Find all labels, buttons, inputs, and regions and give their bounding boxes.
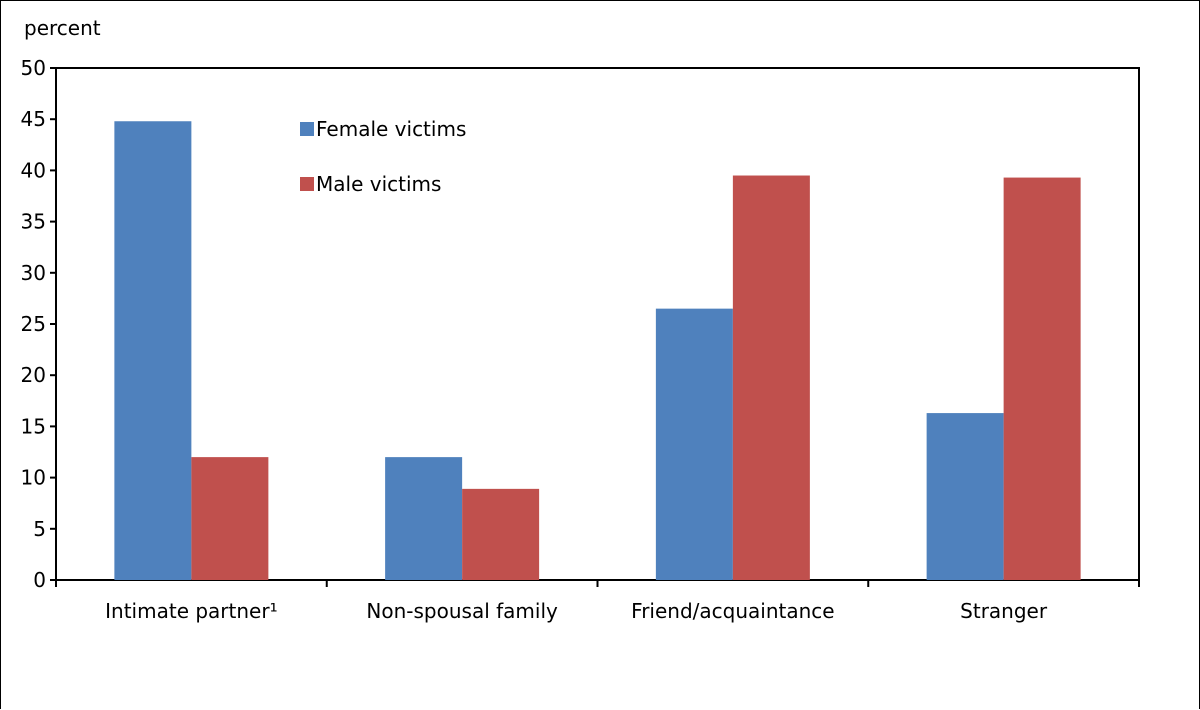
bar-female-victims-2	[655, 308, 733, 580]
y-axis: 0 5 10 15 20 25 30 35 40 45 50	[21, 56, 56, 592]
x-category-label: Stranger	[960, 599, 1048, 623]
y-tick-label: 10	[21, 466, 46, 490]
legend-swatch	[300, 122, 314, 136]
y-tick-label: 40	[21, 158, 46, 182]
bar-male-victims-0	[191, 457, 269, 580]
legend: Female victims Male victims	[300, 117, 466, 196]
y-tick-label: 20	[21, 363, 46, 387]
bar-female-victims-1	[385, 457, 463, 580]
y-tick-label: 0	[33, 568, 46, 592]
y-tick-label: 35	[21, 210, 46, 234]
y-tick-label: 45	[21, 107, 46, 131]
x-category-label: Non-spousal family	[366, 599, 558, 623]
legend-swatch	[300, 177, 314, 191]
y-tick-label: 5	[33, 517, 46, 541]
x-category-label: Intimate partner¹	[105, 599, 277, 623]
y-tick-label: 15	[21, 414, 46, 438]
y-tick-label: 25	[21, 312, 46, 336]
bar-male-victims-1	[462, 488, 540, 580]
legend-label: Male victims	[316, 172, 441, 196]
bar-female-victims-0	[114, 121, 192, 581]
legend-label: Female victims	[316, 117, 466, 141]
bar-male-victims-3	[1003, 177, 1081, 580]
y-axis-title: percent	[24, 16, 101, 40]
x-axis: Intimate partner¹ Non-spousal family Frien…	[55, 580, 1140, 623]
x-category-label: Friend/acquaintance	[631, 599, 834, 623]
plot-area	[55, 67, 1140, 581]
y-tick-label: 30	[21, 261, 46, 285]
bar-female-victims-3	[926, 413, 1004, 580]
y-tick-label: 50	[21, 56, 46, 80]
bar-male-victims-2	[732, 175, 810, 580]
